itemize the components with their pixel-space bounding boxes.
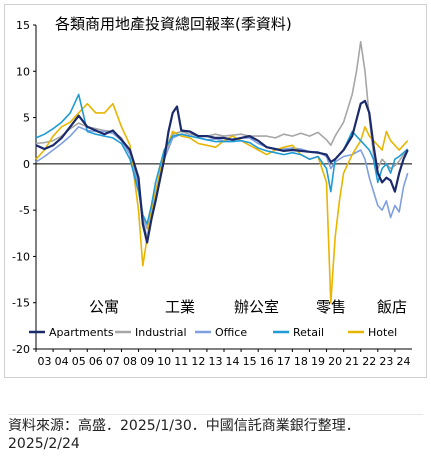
- x-tick-label: 18: [294, 355, 308, 368]
- legend-label-industrial: Industrial: [135, 326, 187, 339]
- x-tick-label: 16: [260, 355, 274, 368]
- x-tick-label: 11: [174, 355, 188, 368]
- y-tick-label: -15: [12, 297, 30, 310]
- y-tick-label: -5: [19, 204, 30, 217]
- category-label: 公寓: [89, 298, 119, 316]
- chart-frame: 15 10 5 0 -5 -10 -15 -20 03 04 05 06 07 08 09 10 11 12 13…: [4, 4, 427, 378]
- x-tick-label: 06: [89, 355, 103, 368]
- y-tick-label: 10: [16, 65, 30, 78]
- series-line-hotel: [35, 102, 409, 304]
- x-tick-label: 08: [123, 355, 137, 368]
- legend: Apartments Industrial Office Retail Hotel: [29, 326, 397, 339]
- x-tick-label: 15: [243, 355, 257, 368]
- x-tick-label: 09: [140, 355, 154, 368]
- x-tick-label: 12: [191, 355, 205, 368]
- x-tick-label: 10: [157, 355, 171, 368]
- x-tick-label: 21: [345, 355, 359, 368]
- category-label: 零售: [316, 298, 346, 316]
- x-tick-label: 24: [396, 355, 410, 368]
- y-axis: 15 10 5 0 -5 -10 -15 -20: [12, 19, 37, 356]
- series-layer: [35, 40, 409, 304]
- legend-label-office: Office: [215, 326, 247, 339]
- y-tick-label: -20: [12, 343, 30, 356]
- x-tick-label: 14: [226, 355, 240, 368]
- x-tick-label: 23: [379, 355, 393, 368]
- x-tick-label: 19: [311, 355, 325, 368]
- x-tick-label: 20: [328, 355, 342, 368]
- series-line-office: [35, 126, 409, 239]
- y-tick-label: -10: [12, 250, 30, 263]
- series-line-retail: [35, 93, 409, 225]
- category-label: 辦公室: [234, 298, 279, 316]
- chart-title: 各類商用地產投資總回報率(季資料): [55, 15, 292, 33]
- x-tick-label: 17: [277, 355, 291, 368]
- y-tick-label: 15: [16, 19, 30, 32]
- y-tick-label: 0: [23, 158, 30, 171]
- y-tick-label: 5: [23, 112, 30, 125]
- category-labels: 公寓 工業 辦公室 零售 飯店: [89, 298, 407, 316]
- x-tick-label: 04: [55, 355, 69, 368]
- legend-label-retail: Retail: [293, 326, 324, 339]
- series-line-apartments: [35, 99, 409, 244]
- x-axis: 03 04 05 06 07 08 09 10 11 12 13 14 15 16 17 18 19 20 21 22…: [35, 163, 412, 368]
- legend-label-hotel: Hotel: [368, 326, 397, 339]
- x-tick-label: 22: [362, 355, 376, 368]
- source-note: 資料來源：高盛．2025/1/30．中國信託商業銀行整理．2025/2/24: [8, 414, 423, 453]
- category-label: 工業: [165, 298, 195, 316]
- x-tick-label: 13: [208, 355, 222, 368]
- category-label: 飯店: [377, 298, 407, 316]
- x-tick-label: 07: [106, 355, 120, 368]
- x-tick-label: 03: [38, 355, 52, 368]
- legend-label-apartments: Apartments: [49, 326, 114, 339]
- x-tick-label: 05: [72, 355, 86, 368]
